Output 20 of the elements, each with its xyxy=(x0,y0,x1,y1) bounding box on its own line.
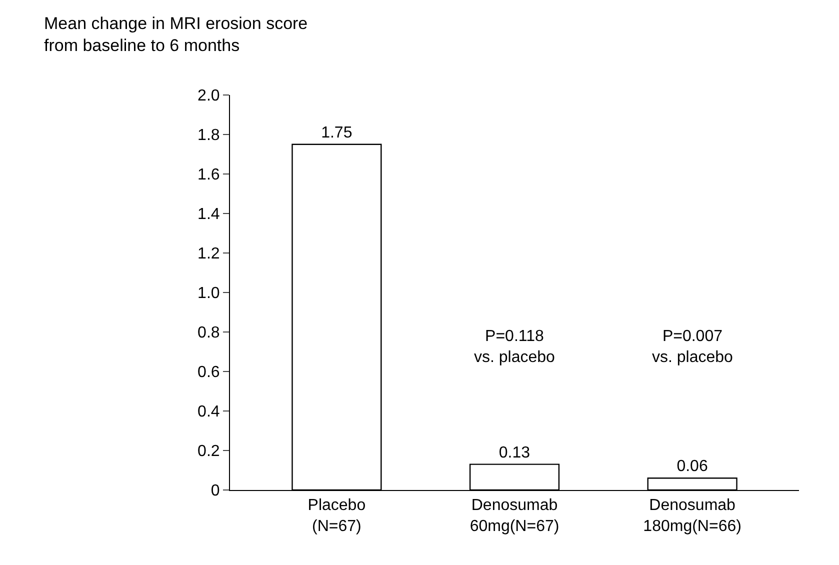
data-label: 1.75 xyxy=(321,124,352,142)
x-tick-label: Denosumab 180mg(N=66) xyxy=(643,497,742,535)
data-label: 0.06 xyxy=(676,458,708,476)
y-tick-label: 1.0 xyxy=(198,285,220,302)
y-tick-label: 0.2 xyxy=(198,443,220,460)
y-tick-label: 1.2 xyxy=(198,246,220,263)
x-tick-label: Placebo (N=67) xyxy=(308,497,366,535)
x-tick-label: Denosumab 60mg(N=67) xyxy=(470,497,560,535)
y-tick-label: 0.4 xyxy=(198,404,220,421)
y-tick-label: 0.6 xyxy=(198,364,220,382)
annotation: P=0.118 vs. placebo xyxy=(474,328,556,366)
annotation: P=0.007 vs. placebo xyxy=(652,328,734,366)
y-axis-title: Mean change in MRI erosion score from baseline to 6 months xyxy=(44,14,308,56)
y-tick-label: 1.6 xyxy=(198,166,220,184)
y-tick-label: 1.4 xyxy=(198,206,220,224)
y-tick-label: 0.8 xyxy=(198,324,220,342)
y-tick-label: 0 xyxy=(210,482,220,500)
data-label: 0.13 xyxy=(498,444,530,462)
y-tick-label: 2.0 xyxy=(198,88,220,105)
y-tick-label: 1.8 xyxy=(198,127,220,144)
